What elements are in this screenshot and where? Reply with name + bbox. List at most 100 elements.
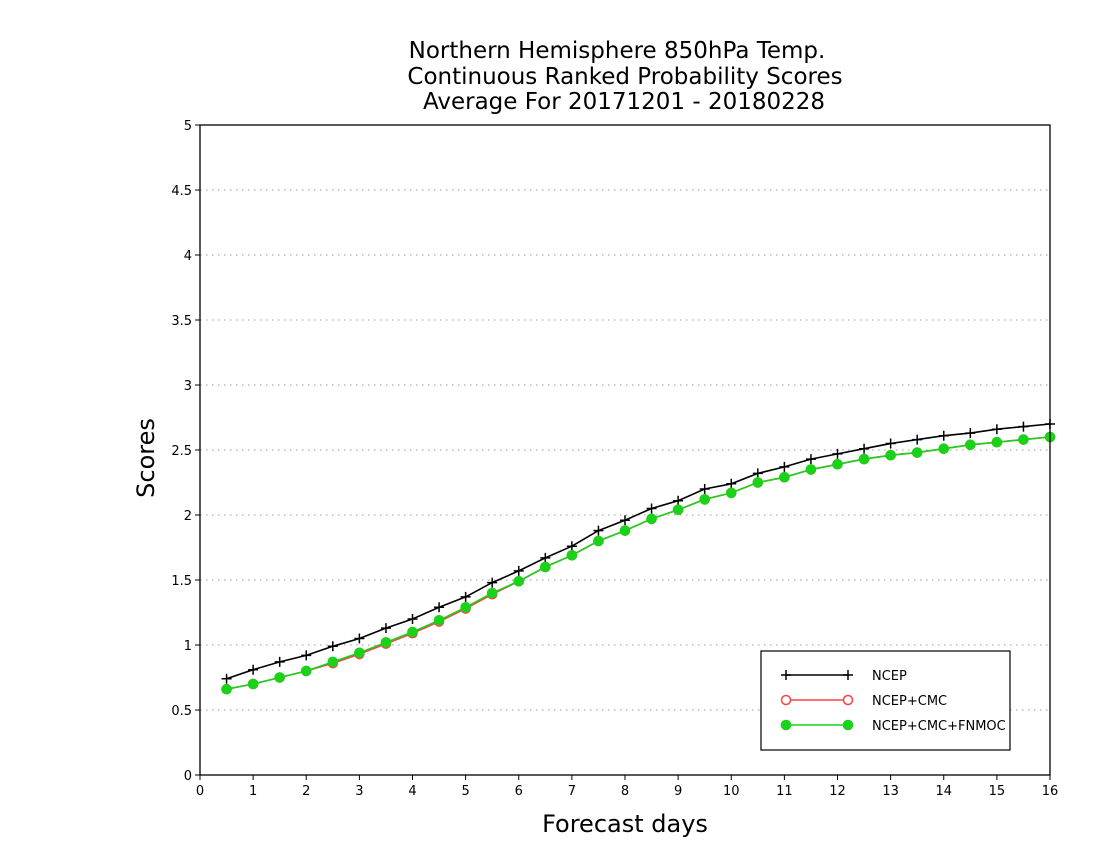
y-tick-label: 2 [184,509,192,524]
data-point [247,678,259,690]
y-tick-label: 4.5 [171,184,192,199]
data-point [540,552,551,563]
legend-label: NCEP+CMC [872,694,947,709]
legend-label: NCEP+CMC+FNMOC [872,719,1006,734]
legend-marker [842,694,854,706]
series-layer [221,419,1056,695]
data-point [725,487,737,499]
data-point [673,495,684,506]
data-point [248,664,259,675]
data-point [221,683,232,695]
data-point [620,515,630,526]
data-point [380,623,391,634]
data-point [380,637,392,648]
data-point [274,656,285,667]
x-tick-label: 12 [829,784,846,799]
plot-frame [199,124,1051,776]
x-axis-label: Forecast days [542,810,708,838]
chart-title-line-1: Northern Hemisphere 850hPa Temp. [409,38,826,64]
data-point [832,459,843,470]
data-point [274,672,285,683]
data-point [646,513,657,525]
x-tick-label: 16 [1042,784,1059,799]
data-point [354,647,365,659]
x-tick-label: 10 [723,784,740,799]
data-point [487,577,498,588]
series-1 [221,419,1055,684]
data-point [965,428,976,439]
data-point [646,503,657,514]
x-tick-label: 7 [568,784,576,799]
x-tick-label: 4 [408,784,416,799]
x-axis-ticks: 0 1 2 3 4 5 6 7 8 9 10 11 12 13 14 15 16 [196,775,1058,799]
data-point [566,541,577,552]
y-axis-ticks: 0 0.5 1 1.5 2 2.5 3 3.5 4 4.5 5 [171,119,200,784]
data-point [805,454,816,465]
data-point [1018,421,1029,432]
y-axis-label: Scores [132,418,160,498]
x-tick-label: 1 [249,784,257,799]
legend: NCEP NCEP+CMC NCEP+CMC+FNMOC [760,650,1011,751]
data-point [938,443,950,455]
data-point [991,424,1002,435]
data-point [965,439,976,451]
data-point [434,602,445,613]
data-point [752,468,763,479]
chart-title: Northern Hemisphere 850hPa Temp. Continu… [407,38,842,115]
y-tick-label: 2.5 [171,444,192,459]
y-tick-label: 1.5 [171,574,192,589]
data-point [221,673,232,684]
data-point [619,525,631,536]
y-tick-label: 4 [184,249,192,264]
data-point [593,535,604,547]
legend-label: NCEP [872,669,907,684]
x-tick-label: 11 [776,784,793,799]
legend-marker [781,670,791,680]
data-point [938,430,949,441]
x-tick-label: 14 [935,784,952,799]
x-tick-label: 2 [302,784,310,799]
data-point [327,641,338,652]
data-point [885,438,896,449]
gridlines [200,189,1050,711]
data-point [301,650,312,661]
x-tick-label: 3 [355,784,363,799]
data-point [779,461,790,472]
data-point [460,591,471,602]
legend-entry: NCEP [781,669,907,684]
data-point [699,484,710,494]
x-tick-label: 5 [461,784,469,799]
x-tick-label: 6 [515,784,523,799]
data-point [859,443,870,454]
legend-entry: NCEP+CMC+FNMOC [780,719,1006,734]
data-point [699,494,710,505]
data-point [672,504,684,516]
data-point [991,436,1003,448]
x-tick-label: 8 [621,784,629,799]
data-point [779,472,790,483]
y-tick-label: 0.5 [171,704,192,719]
y-tick-label: 3 [184,379,192,394]
y-tick-label: 0 [184,769,192,784]
chart-title-line-2: Continuous Ranked Probability Scores [407,64,842,90]
series-3 [221,431,1056,695]
x-tick-label: 0 [196,784,204,799]
data-point [433,615,445,626]
data-point [513,565,524,576]
data-point [805,464,817,475]
data-point [327,656,339,668]
data-point [407,626,418,638]
data-point [912,434,923,445]
data-point [354,633,365,644]
legend-marker [780,719,792,731]
data-point [460,602,471,613]
data-point [752,477,764,488]
y-tick-label: 5 [184,119,192,134]
data-point [486,587,498,599]
chart-title-line-3: Average For 20171201 - 20180228 [423,89,825,115]
series-line [226,423,1051,680]
legend-marker [843,670,853,680]
data-point [726,478,737,489]
data-point [858,453,870,465]
